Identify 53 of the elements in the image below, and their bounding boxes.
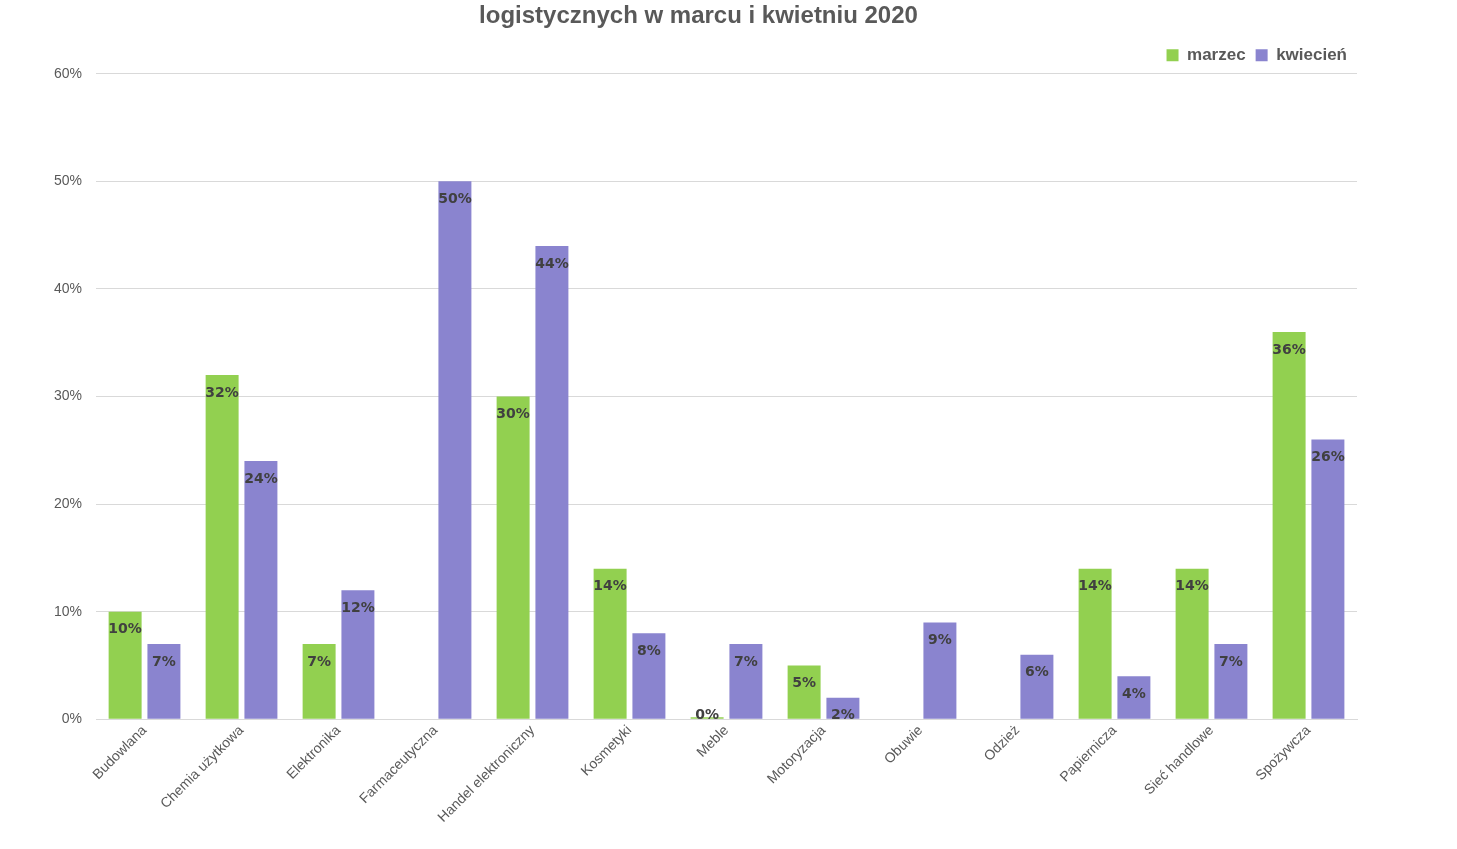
bar xyxy=(302,643,336,719)
bar xyxy=(244,461,278,719)
bar xyxy=(632,633,666,719)
y-tick-label: 0% xyxy=(61,710,83,727)
data-label: 2% xyxy=(831,706,855,723)
bar xyxy=(1311,439,1345,719)
y-tick-label: 50% xyxy=(53,172,83,189)
bar xyxy=(108,611,142,719)
y-tick-label: 40% xyxy=(53,279,83,296)
data-label: 10% xyxy=(108,620,142,637)
y-tick-label: 10% xyxy=(53,602,83,619)
data-label: 9% xyxy=(928,631,952,648)
data-label: 7% xyxy=(734,652,758,669)
data-label: 36% xyxy=(1272,340,1306,357)
bar xyxy=(438,181,472,719)
legend-label: marzec xyxy=(1187,44,1246,64)
bar xyxy=(923,622,957,719)
bar xyxy=(205,375,239,719)
data-label: 14% xyxy=(1078,577,1112,594)
legend-label: kwiecień xyxy=(1276,44,1347,64)
data-label: 7% xyxy=(152,652,176,669)
data-label: 6% xyxy=(1025,663,1049,680)
bar xyxy=(496,396,530,719)
data-label: 30% xyxy=(496,405,530,422)
data-label: 5% xyxy=(792,674,816,691)
bar xyxy=(341,590,375,719)
bar xyxy=(535,245,569,719)
y-tick-label: 60% xyxy=(53,64,83,81)
bar xyxy=(787,665,821,719)
data-label: 7% xyxy=(1219,652,1243,669)
bar xyxy=(147,643,181,719)
bar xyxy=(1214,643,1248,719)
data-label: 4% xyxy=(1122,684,1146,701)
data-label: 32% xyxy=(205,383,239,400)
chart-title: logistycznych w marcu i kwietniu 2020 xyxy=(479,1,918,29)
data-label: 12% xyxy=(341,598,375,615)
bar xyxy=(1175,568,1209,719)
data-label: 44% xyxy=(535,254,569,271)
data-label: 26% xyxy=(1311,448,1345,465)
bar xyxy=(593,568,627,719)
bar xyxy=(1078,568,1112,719)
bar xyxy=(1020,654,1054,719)
bar xyxy=(1117,676,1151,719)
data-label: 14% xyxy=(593,577,627,594)
bar xyxy=(729,643,763,719)
data-label: 7% xyxy=(307,652,332,669)
y-tick-label: 30% xyxy=(53,387,83,404)
y-tick-label: 20% xyxy=(53,494,83,511)
bar xyxy=(1272,331,1306,719)
data-label: 24% xyxy=(244,469,278,486)
data-label: 50% xyxy=(438,190,472,207)
data-label: 8% xyxy=(637,641,661,658)
data-label: 14% xyxy=(1175,577,1209,594)
